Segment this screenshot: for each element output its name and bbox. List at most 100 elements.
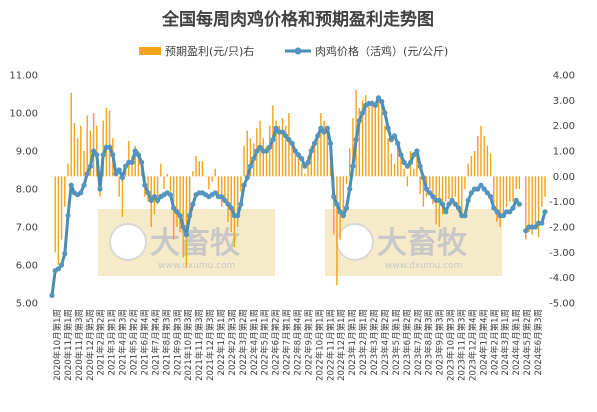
price-point [334, 201, 340, 207]
profit-bar [291, 140, 293, 177]
left-tick-label: 7.00 [16, 223, 38, 234]
profit-bar [185, 176, 188, 268]
left-tick-label: 5.00 [16, 299, 38, 310]
profit-bar [243, 145, 245, 177]
price-point [513, 197, 519, 203]
profit-bar [294, 151, 297, 177]
price-point [113, 171, 119, 177]
profit-bar [60, 176, 63, 240]
legend-swatch-price-marker [294, 47, 302, 55]
price-point [244, 175, 250, 181]
price-point [91, 148, 97, 154]
profit-bar [509, 176, 511, 202]
profit-bar [342, 176, 345, 215]
price-point [436, 197, 442, 203]
profit-bar [201, 161, 204, 177]
legend-label-profit: 预期盈利(元/只)右 [165, 44, 254, 58]
watermark-left-url: www.dxumu.com [158, 261, 235, 271]
x-axis-ticks: 2020年10月第1周 2020年11月第1周 2020年11月第3周 2020年12… [52, 309, 544, 381]
x-tick-label: 2023年9月第3周 [435, 309, 446, 375]
profit-bar [365, 95, 367, 177]
price-point [151, 194, 158, 200]
profit-bar [83, 151, 85, 177]
price-point [407, 159, 414, 165]
profit-bar [445, 176, 447, 202]
profit-bar [80, 125, 82, 177]
profit-bar [316, 138, 319, 177]
x-tick-label: 2022年8月第4周 [293, 309, 304, 375]
profit-bar [493, 176, 495, 207]
price-point [94, 152, 100, 158]
price-point [542, 209, 548, 215]
x-tick-label: 2022年11月第1周 [325, 309, 336, 381]
price-point [375, 95, 382, 101]
price-point [340, 213, 346, 219]
profit-bar [281, 118, 284, 177]
price-point [462, 213, 468, 219]
profit-bar [192, 171, 194, 177]
profit-bar [156, 176, 159, 205]
price-point [228, 205, 234, 211]
legend-label-price: 肉鸡价格（活鸡）(元/公斤) [315, 44, 448, 58]
price-point [110, 152, 116, 158]
price-point [251, 156, 257, 162]
x-tick-label: 2020年10月第1周 [52, 309, 63, 381]
price-point [420, 175, 426, 181]
right-tick-label: -5.00 [549, 299, 575, 310]
price-point [337, 209, 343, 215]
profit-bar [217, 176, 220, 197]
profit-bar [230, 176, 232, 233]
price-point [475, 186, 481, 192]
profit-bar [57, 176, 60, 265]
profit-bar [262, 138, 265, 177]
right-tick-label: -1.00 [549, 197, 575, 208]
price-point [308, 148, 314, 154]
price-point [49, 292, 55, 298]
profit-bar [134, 145, 136, 177]
price-point [404, 163, 410, 169]
price-point [295, 152, 302, 158]
price-point [523, 228, 529, 234]
profit-bar [102, 120, 104, 177]
price-point [427, 190, 433, 196]
price-point [347, 186, 353, 192]
x-tick-label: 2024年2月第1周 [489, 309, 500, 375]
profit-bar [208, 176, 210, 189]
x-tick-label: 2022年10月第1周 [314, 309, 325, 381]
price-point [100, 152, 106, 158]
x-tick-label: 2024年6月第3周 [533, 309, 544, 375]
profit-bar [118, 176, 120, 197]
price-point [398, 152, 404, 158]
profit-bar [332, 176, 335, 235]
profit-bar [397, 143, 399, 177]
x-tick-label: 2023年1月第1周 [347, 309, 358, 375]
price-point [81, 182, 87, 188]
profit-bar [179, 176, 181, 233]
price-point [87, 163, 94, 169]
price-point [289, 140, 295, 146]
profit-bar [278, 125, 281, 177]
profit-bar [403, 168, 405, 177]
x-tick-label: 2021年6月第4周 [139, 309, 150, 375]
price-point [539, 220, 545, 226]
profit-bar [416, 151, 418, 177]
price-point [359, 110, 366, 116]
watermark-right-url: www.dxumu.com [385, 261, 462, 271]
profit-bar [240, 176, 242, 192]
price-point [180, 224, 186, 230]
price-point [500, 213, 506, 219]
profit-bar [489, 153, 492, 177]
profit-bar [188, 176, 191, 215]
x-tick-label: 2021年10月第3周 [183, 309, 194, 381]
profit-bar [70, 92, 72, 177]
profit-bar [384, 125, 386, 177]
x-tick-label: 2023年6月第2周 [402, 309, 413, 375]
right-tick-label: 4.00 [553, 71, 575, 82]
profit-bar [457, 176, 460, 212]
profit-bar [326, 130, 329, 177]
price-line-group [49, 95, 548, 298]
profit-bar [381, 102, 383, 177]
profit-bar [236, 176, 239, 227]
price-point [238, 201, 244, 207]
price-point [507, 209, 513, 215]
